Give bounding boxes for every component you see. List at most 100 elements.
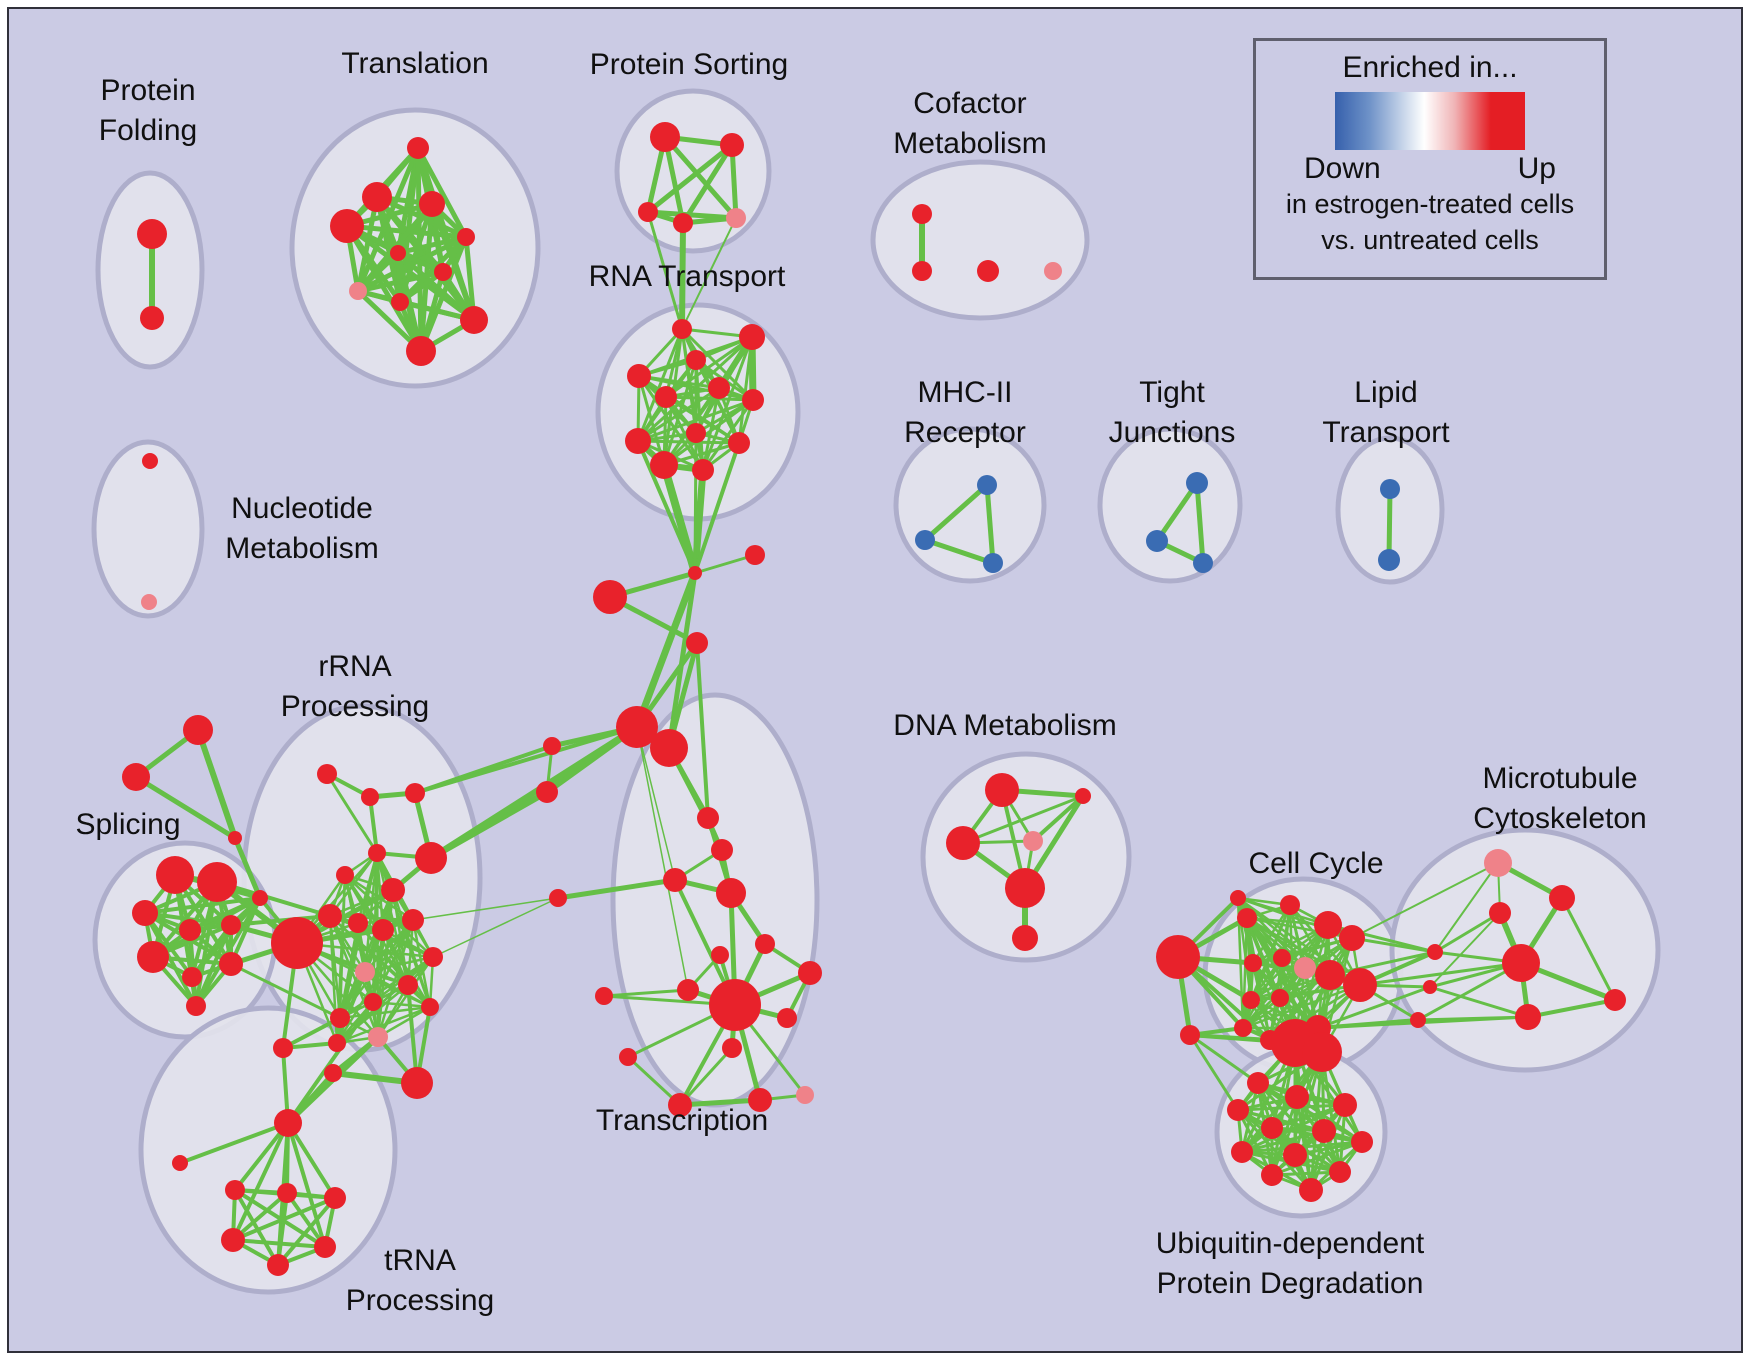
cluster-lipid-transport-label-line-1: Transport: [1322, 416, 1450, 449]
gene-set-node-ra14: [355, 962, 375, 982]
edge-rt2-rt12: [701, 335, 754, 472]
edge-tr5-ra13: [432, 897, 559, 958]
gene-set-node-t8: [349, 282, 367, 300]
edge-d2-d3: [961, 794, 1085, 845]
edge-ra18-ra19: [376, 1005, 432, 1039]
gene-set-node-ra8: [381, 878, 405, 902]
gene-set-node-x3: [228, 831, 242, 845]
gene-set-node-rt10: [728, 432, 750, 454]
edge-rt5-rt7: [664, 395, 755, 402]
edge-tj1-tj3: [1194, 480, 1206, 566]
edge-rt3-rt12: [637, 374, 705, 472]
gene-set-node-j1: [688, 566, 702, 580]
gene-set-node-u6: [1312, 1119, 1336, 1143]
edge-rt9-j1: [636, 439, 697, 575]
edge-ra2-ra6: [368, 795, 379, 855]
legend-note-line1: in estrogen-treated cells: [1285, 189, 1575, 219]
edge-tr5-ra12: [412, 897, 559, 921]
gene-set-node-cc1: [1237, 908, 1257, 928]
gene-set-node-ra2: [361, 788, 379, 806]
edge-u10-u11: [1270, 1170, 1342, 1177]
edge-tn0-ra17: [281, 1016, 342, 1050]
gene-set-node-bb1: [401, 1067, 433, 1099]
gene-set-node-x1: [183, 715, 213, 745]
cluster-tight-junctions-label-line-0: Tight: [1139, 376, 1205, 409]
gene-set-node-lp2: [1378, 549, 1400, 571]
gene-set-node-mj2: [1423, 980, 1437, 994]
edge-rt7-rt9: [636, 398, 755, 443]
gene-set-node-s1: [156, 856, 194, 894]
edge-ps5-rt1: [681, 217, 737, 330]
gene-set-node-ra7: [415, 842, 447, 874]
gene-set-node-lp1: [1380, 479, 1400, 499]
edge-u11-cc15: [1320, 1050, 1342, 1174]
gene-set-node-mc5: [1604, 989, 1626, 1011]
gene-set-node-u5: [1261, 1117, 1283, 1139]
edge-cc3-cc5: [1251, 923, 1330, 965]
edge-x1-x3: [195, 727, 238, 841]
gene-set-node-s3: [132, 900, 158, 926]
gene-set-node-u3: [1333, 1093, 1357, 1117]
cluster-dna-metabolism-label-line-0: DNA Metabolism: [893, 709, 1116, 742]
gene-set-node-d3: [1075, 788, 1091, 804]
cluster-rrna-processing-label-line-0: rRNA: [318, 650, 391, 683]
gene-set-node-ra5: [336, 866, 354, 884]
cluster-protein-sorting-label-line-0: Protein Sorting: [590, 48, 788, 81]
gene-set-node-t6: [390, 245, 406, 261]
gene-set-node-u2: [1285, 1085, 1309, 1109]
edge-t5-t6: [395, 234, 469, 256]
gene-set-node-cm4: [1044, 262, 1062, 280]
edge-mj1-mc1: [1434, 862, 1499, 953]
gene-set-node-s2: [197, 862, 237, 902]
cluster-microtubule-cytoskeleton-label-line-1: Cytoskeleton: [1473, 802, 1646, 835]
edge-rt6-rt9: [636, 386, 721, 443]
edge-u8-cc15: [1240, 1050, 1324, 1154]
gene-set-node-tn1: [324, 1064, 342, 1082]
gene-set-node-tr5: [549, 889, 567, 907]
edge-s6-s7: [151, 896, 262, 959]
gene-set-node-tj3: [1193, 553, 1213, 573]
gene-set-node-tni: [172, 1155, 188, 1171]
gene-set-node-t3: [330, 209, 364, 243]
edge-bb1-ra15: [406, 983, 419, 1085]
gene-set-node-tr9: [709, 979, 761, 1031]
cluster-tight-junctions-label-line-1: Junctions: [1109, 416, 1236, 449]
edge-rt7-rt11: [662, 398, 755, 467]
gene-set-node-rt11: [650, 451, 678, 479]
edge-rt10-j1: [693, 441, 741, 575]
edge-lp1-lp2: [1386, 486, 1393, 563]
edge-tn4-tn5: [231, 1196, 337, 1242]
gene-set-node-s6: [252, 890, 268, 906]
gene-set-node-cc16: [1230, 890, 1246, 906]
gene-set-node-cc5: [1314, 911, 1342, 939]
gene-set-node-tn4: [324, 1187, 346, 1209]
gene-set-node-tr16: [595, 987, 613, 1005]
edge-d3-d4: [1031, 794, 1085, 843]
edge-rt11-j1: [660, 461, 699, 577]
gene-set-node-tn6: [314, 1236, 336, 1258]
gene-set-node-rt1: [672, 319, 692, 339]
gene-set-node-ra1: [317, 764, 337, 784]
edge-tr12-tr13: [678, 1046, 734, 1107]
gene-set-node-u10: [1261, 1164, 1283, 1186]
gene-set-node-ra6: [368, 844, 386, 862]
gene-set-node-nm2: [141, 594, 157, 610]
gene-set-node-tr6: [755, 934, 775, 954]
edge-tn4-tn7: [276, 1196, 337, 1267]
gene-set-node-t5: [457, 228, 475, 246]
gene-set-node-ra20: [328, 1034, 346, 1052]
gene-set-node-tr12: [722, 1038, 742, 1058]
gene-set-node-cc10: [1343, 968, 1377, 1002]
gene-set-node-t1: [407, 137, 429, 159]
edge-cc10-cc11: [1241, 983, 1362, 1030]
gene-set-node-rt4: [686, 350, 706, 370]
edge-rt7-rt12: [701, 398, 755, 472]
edge-cc9-mj1: [1328, 950, 1437, 977]
gene-set-node-d6: [1012, 925, 1038, 951]
edge-mj3-mc4: [1416, 961, 1523, 1022]
gene-set-node-tr4: [716, 878, 746, 908]
edge-rt2-rt5: [664, 335, 754, 399]
edge-ra12-ra19: [376, 918, 415, 1039]
edge-t1-t5: [415, 145, 469, 240]
edge-cc17-u4: [1188, 1033, 1240, 1112]
